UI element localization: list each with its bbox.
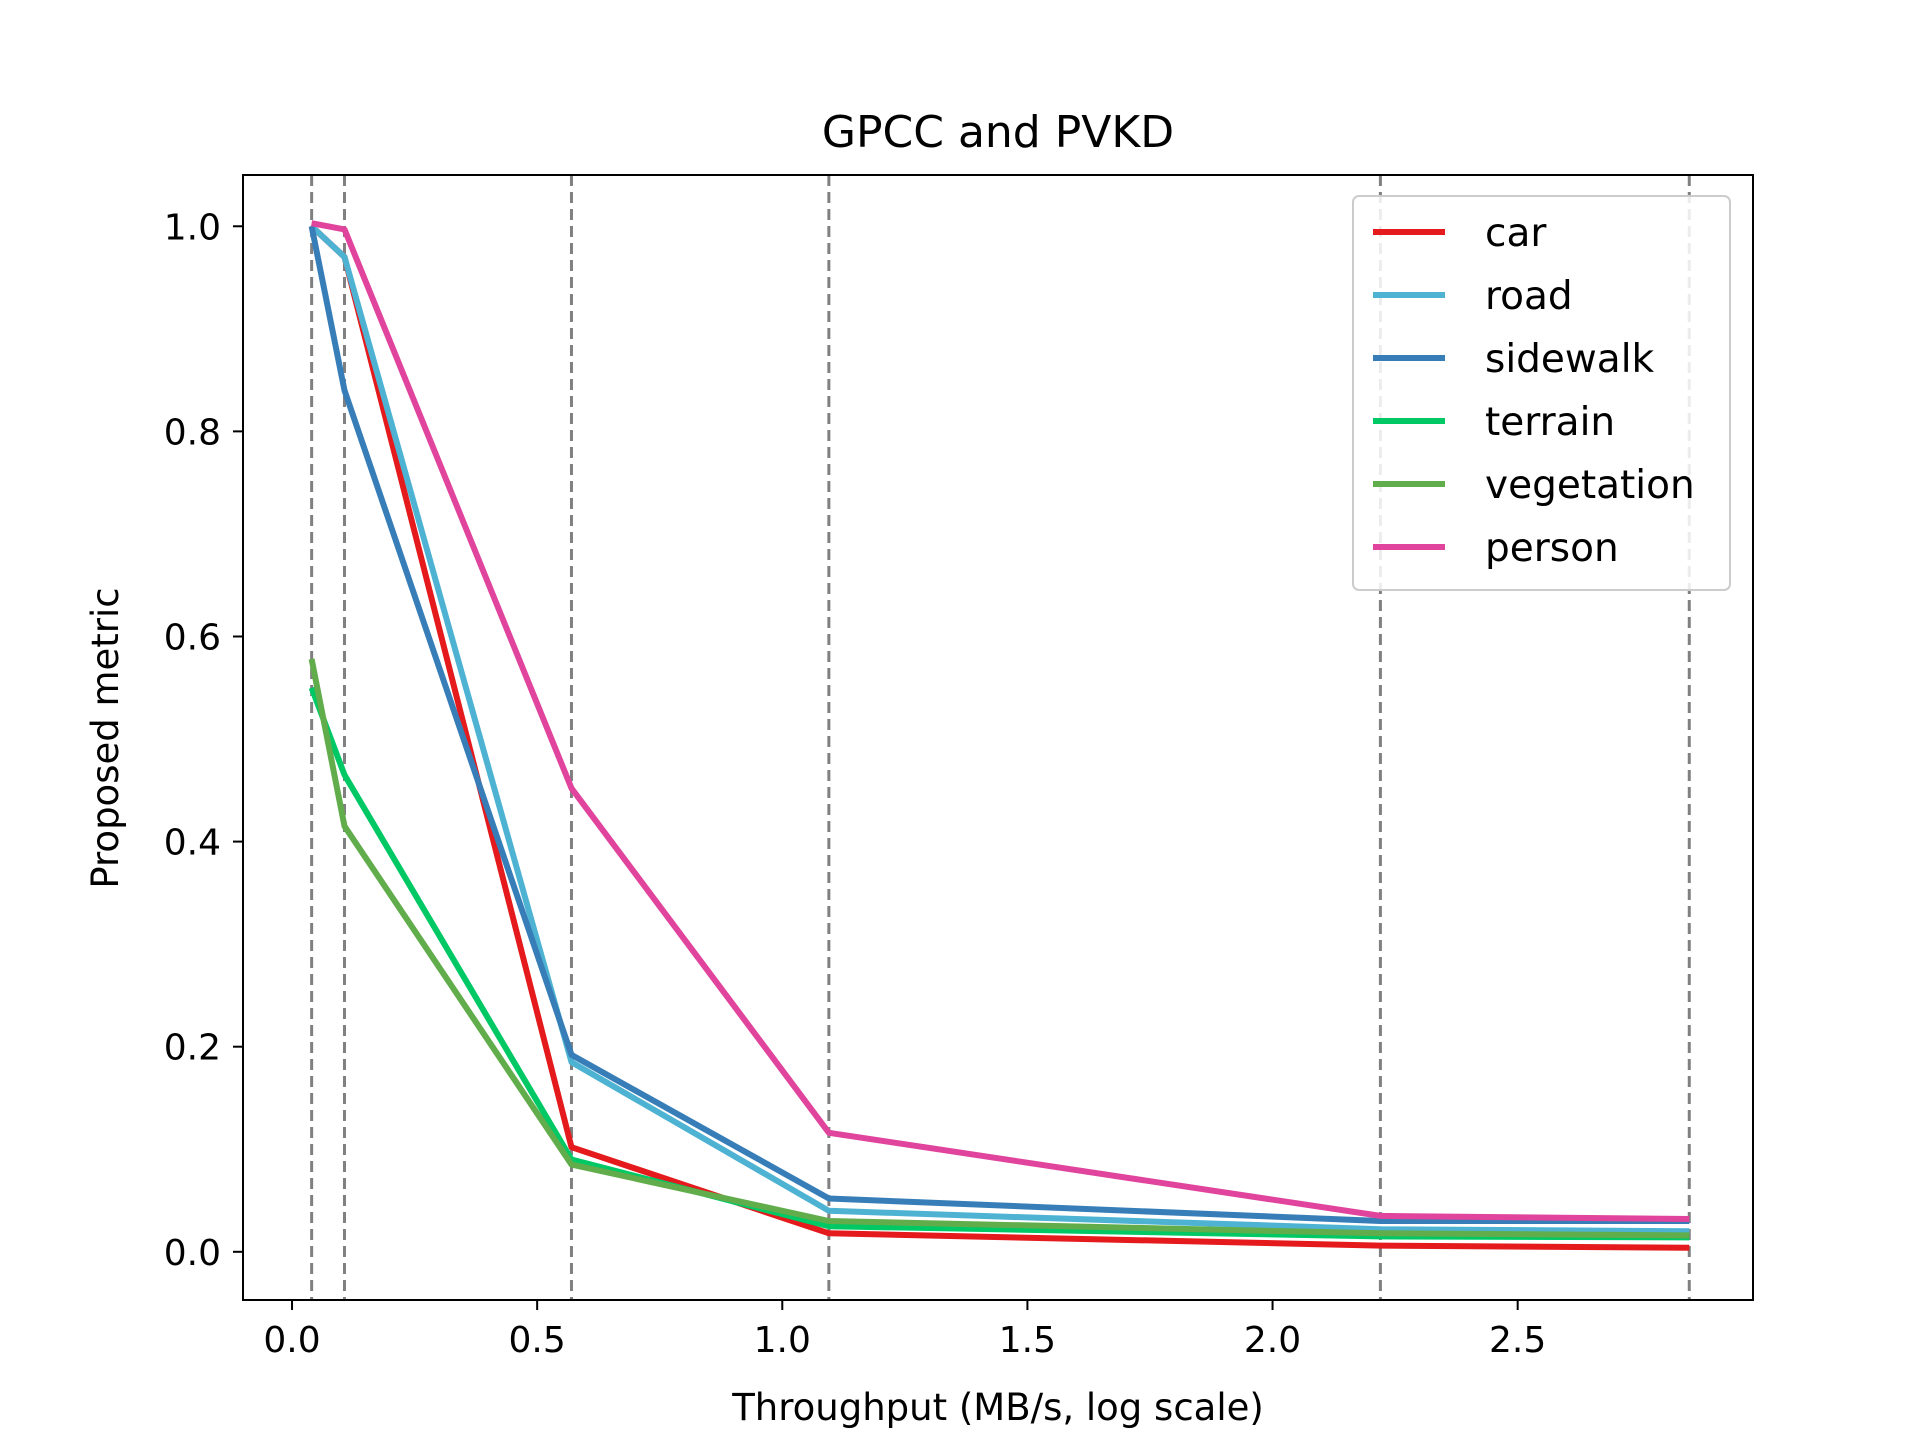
series-line-vegetation <box>308 658 1690 1239</box>
y-tick-label-4: 0.8 <box>164 412 221 453</box>
legend-label-sidewalk: sidewalk <box>1485 337 1655 382</box>
x-tick-label-4: 2.0 <box>1244 1320 1301 1361</box>
series-line-sidewalk <box>308 225 1690 1224</box>
x-tick-label-0: 0.0 <box>263 1320 320 1361</box>
legend-label-vegetation: vegetation <box>1485 463 1695 508</box>
legend-box <box>1352 195 1731 591</box>
y-tick-label-5: 1.0 <box>164 207 221 248</box>
y-axis-label: Proposed metric <box>84 587 127 888</box>
y-tick-label-0: 0.0 <box>164 1233 221 1274</box>
chart-title: GPCC and PVKD <box>822 107 1174 158</box>
legend-label-road: road <box>1485 274 1573 319</box>
y-axis: 0.0 0.2 0.4 0.6 0.8 1.0 <box>164 207 243 1274</box>
x-tick-label-1: 0.5 <box>509 1320 566 1361</box>
series-line-road <box>309 224 1690 1235</box>
legend: car road sidewalk terrain vegetation person <box>1352 195 1731 591</box>
x-axis-label: Throughput (MB/s, log scale) <box>731 1386 1264 1429</box>
legend-label-terrain: terrain <box>1485 400 1615 445</box>
x-tick-label-3: 1.5 <box>999 1320 1056 1361</box>
y-tick-label-1: 0.2 <box>164 1028 221 1069</box>
y-tick-label-2: 0.4 <box>164 823 221 864</box>
legend-label-car: car <box>1485 211 1547 256</box>
data-series <box>308 220 1690 1251</box>
x-tick-label-2: 1.0 <box>754 1320 811 1361</box>
series-line-person <box>311 220 1690 1222</box>
x-tick-label-5: 2.5 <box>1489 1320 1546 1361</box>
x-axis: 0.0 0.5 1.0 1.5 2.0 2.5 <box>263 1300 1546 1361</box>
plot-frame <box>242 174 1754 1301</box>
y-tick-label-3: 0.6 <box>164 617 221 658</box>
legend-label-person: person <box>1485 526 1619 571</box>
reference-lines <box>310 175 1691 1300</box>
